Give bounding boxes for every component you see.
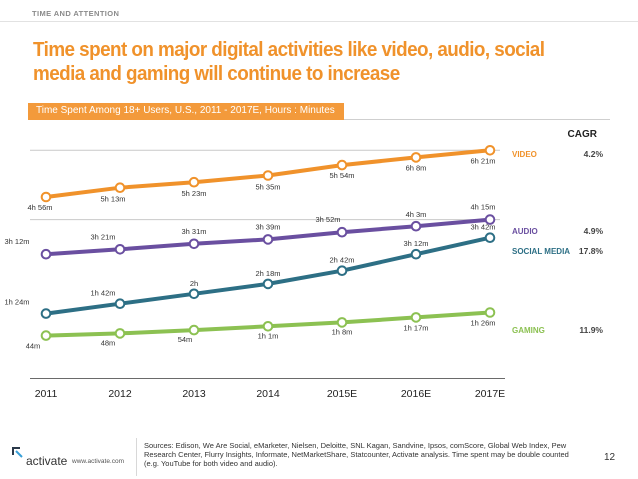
data-point [484,232,496,243]
data-label: 1h 17m [403,323,428,332]
sources-note: Sources: Edison, We Are Social, eMarkete… [144,441,569,468]
data-label: 3h 12m [4,237,29,246]
data-label: 1h 8m [332,327,353,336]
x-tick-label: 2013 [182,388,206,400]
data-point [336,226,348,238]
data-point [484,145,496,156]
series-name: AUDIO [512,227,538,236]
data-point [188,238,200,250]
data-point [410,152,422,163]
data-label: 5h 35m [255,183,280,192]
data-point [484,307,496,318]
data-point [114,328,126,339]
data-point [336,159,348,171]
x-tick-label: 2017E [475,388,505,400]
data-label: 1h 1m [258,331,279,340]
subtitle-bar [28,103,344,120]
page-number: 12 [604,452,616,463]
data-label: 54m [178,335,193,344]
activate-logo-icon [12,447,23,458]
data-point [40,191,52,203]
data-label: 4h 15m [470,203,495,212]
data-point [262,170,274,181]
series-name: VIDEO [512,150,537,159]
data-point [40,248,52,260]
x-tick-label: 2016E [401,388,431,400]
data-label: 4h 3m [406,210,427,219]
data-point [188,324,200,336]
data-point [410,312,422,323]
data-label: 44m [26,342,41,351]
data-label: 2h 18m [255,269,280,278]
data-point [410,220,422,232]
data-label: 5h 54m [329,171,354,180]
x-tick-label: 2011 [35,388,58,400]
data-point [336,317,348,328]
data-label: 48m [101,338,116,347]
x-tick-label: 2012 [108,388,132,400]
x-tick-label: 2014 [256,388,280,400]
data-point [188,176,200,188]
subtitle-divider [344,119,610,120]
data-point [40,330,52,341]
data-label: 2h [190,279,198,288]
data-point [114,298,126,310]
data-label: 1h 24m [4,298,29,307]
series-cagr: 4.2% [584,149,604,159]
data-point [188,288,200,300]
data-label: 1h 26m [470,319,495,328]
series-name: GAMING [512,326,545,335]
activate-logo: activate www.activate.com [10,445,130,469]
data-point [410,248,422,260]
data-label: 3h 21m [90,232,115,241]
data-label: 3h 52m [315,215,340,224]
data-label: 2h 42m [329,256,354,265]
data-label: 5h 23m [181,189,206,198]
data-label: 6h 8m [406,163,427,172]
brand-name: activate [26,454,68,468]
data-label: 1h 42m [90,289,115,298]
data-label: 3h 39m [255,222,280,231]
data-point [336,265,348,277]
series-cagr: 17.8% [579,246,604,256]
x-tick-label: 2015E [327,388,357,400]
data-label: 5h 13m [100,195,125,204]
series-cagr: 11.9% [579,325,603,335]
data-label: 6h 21m [470,156,495,165]
data-point [262,278,274,290]
series-name: SOCIAL MEDIA [512,247,570,256]
data-point [484,214,496,225]
series-cagr: 4.9% [584,226,604,236]
data-label: 4h 56m [27,203,52,212]
data-point [262,321,274,332]
chart-subtitle: Time Spent Among 18+ Users, U.S., 2011 -… [36,105,335,116]
cagr-header: CAGR [568,129,598,140]
page-title: Time spent on major digital activities l… [33,38,545,85]
footer-divider [136,438,137,476]
data-point [40,308,52,319]
data-label: 3h 31m [181,227,206,236]
data-label: 3h 42m [470,223,495,232]
section-label: TIME AND ATTENTION [32,9,120,18]
data-label: 3h 12m [403,239,428,248]
data-point [114,244,126,255]
data-point [114,182,126,193]
brand-url: www.activate.com [72,458,125,465]
data-point [262,234,274,245]
section-divider [0,21,638,22]
